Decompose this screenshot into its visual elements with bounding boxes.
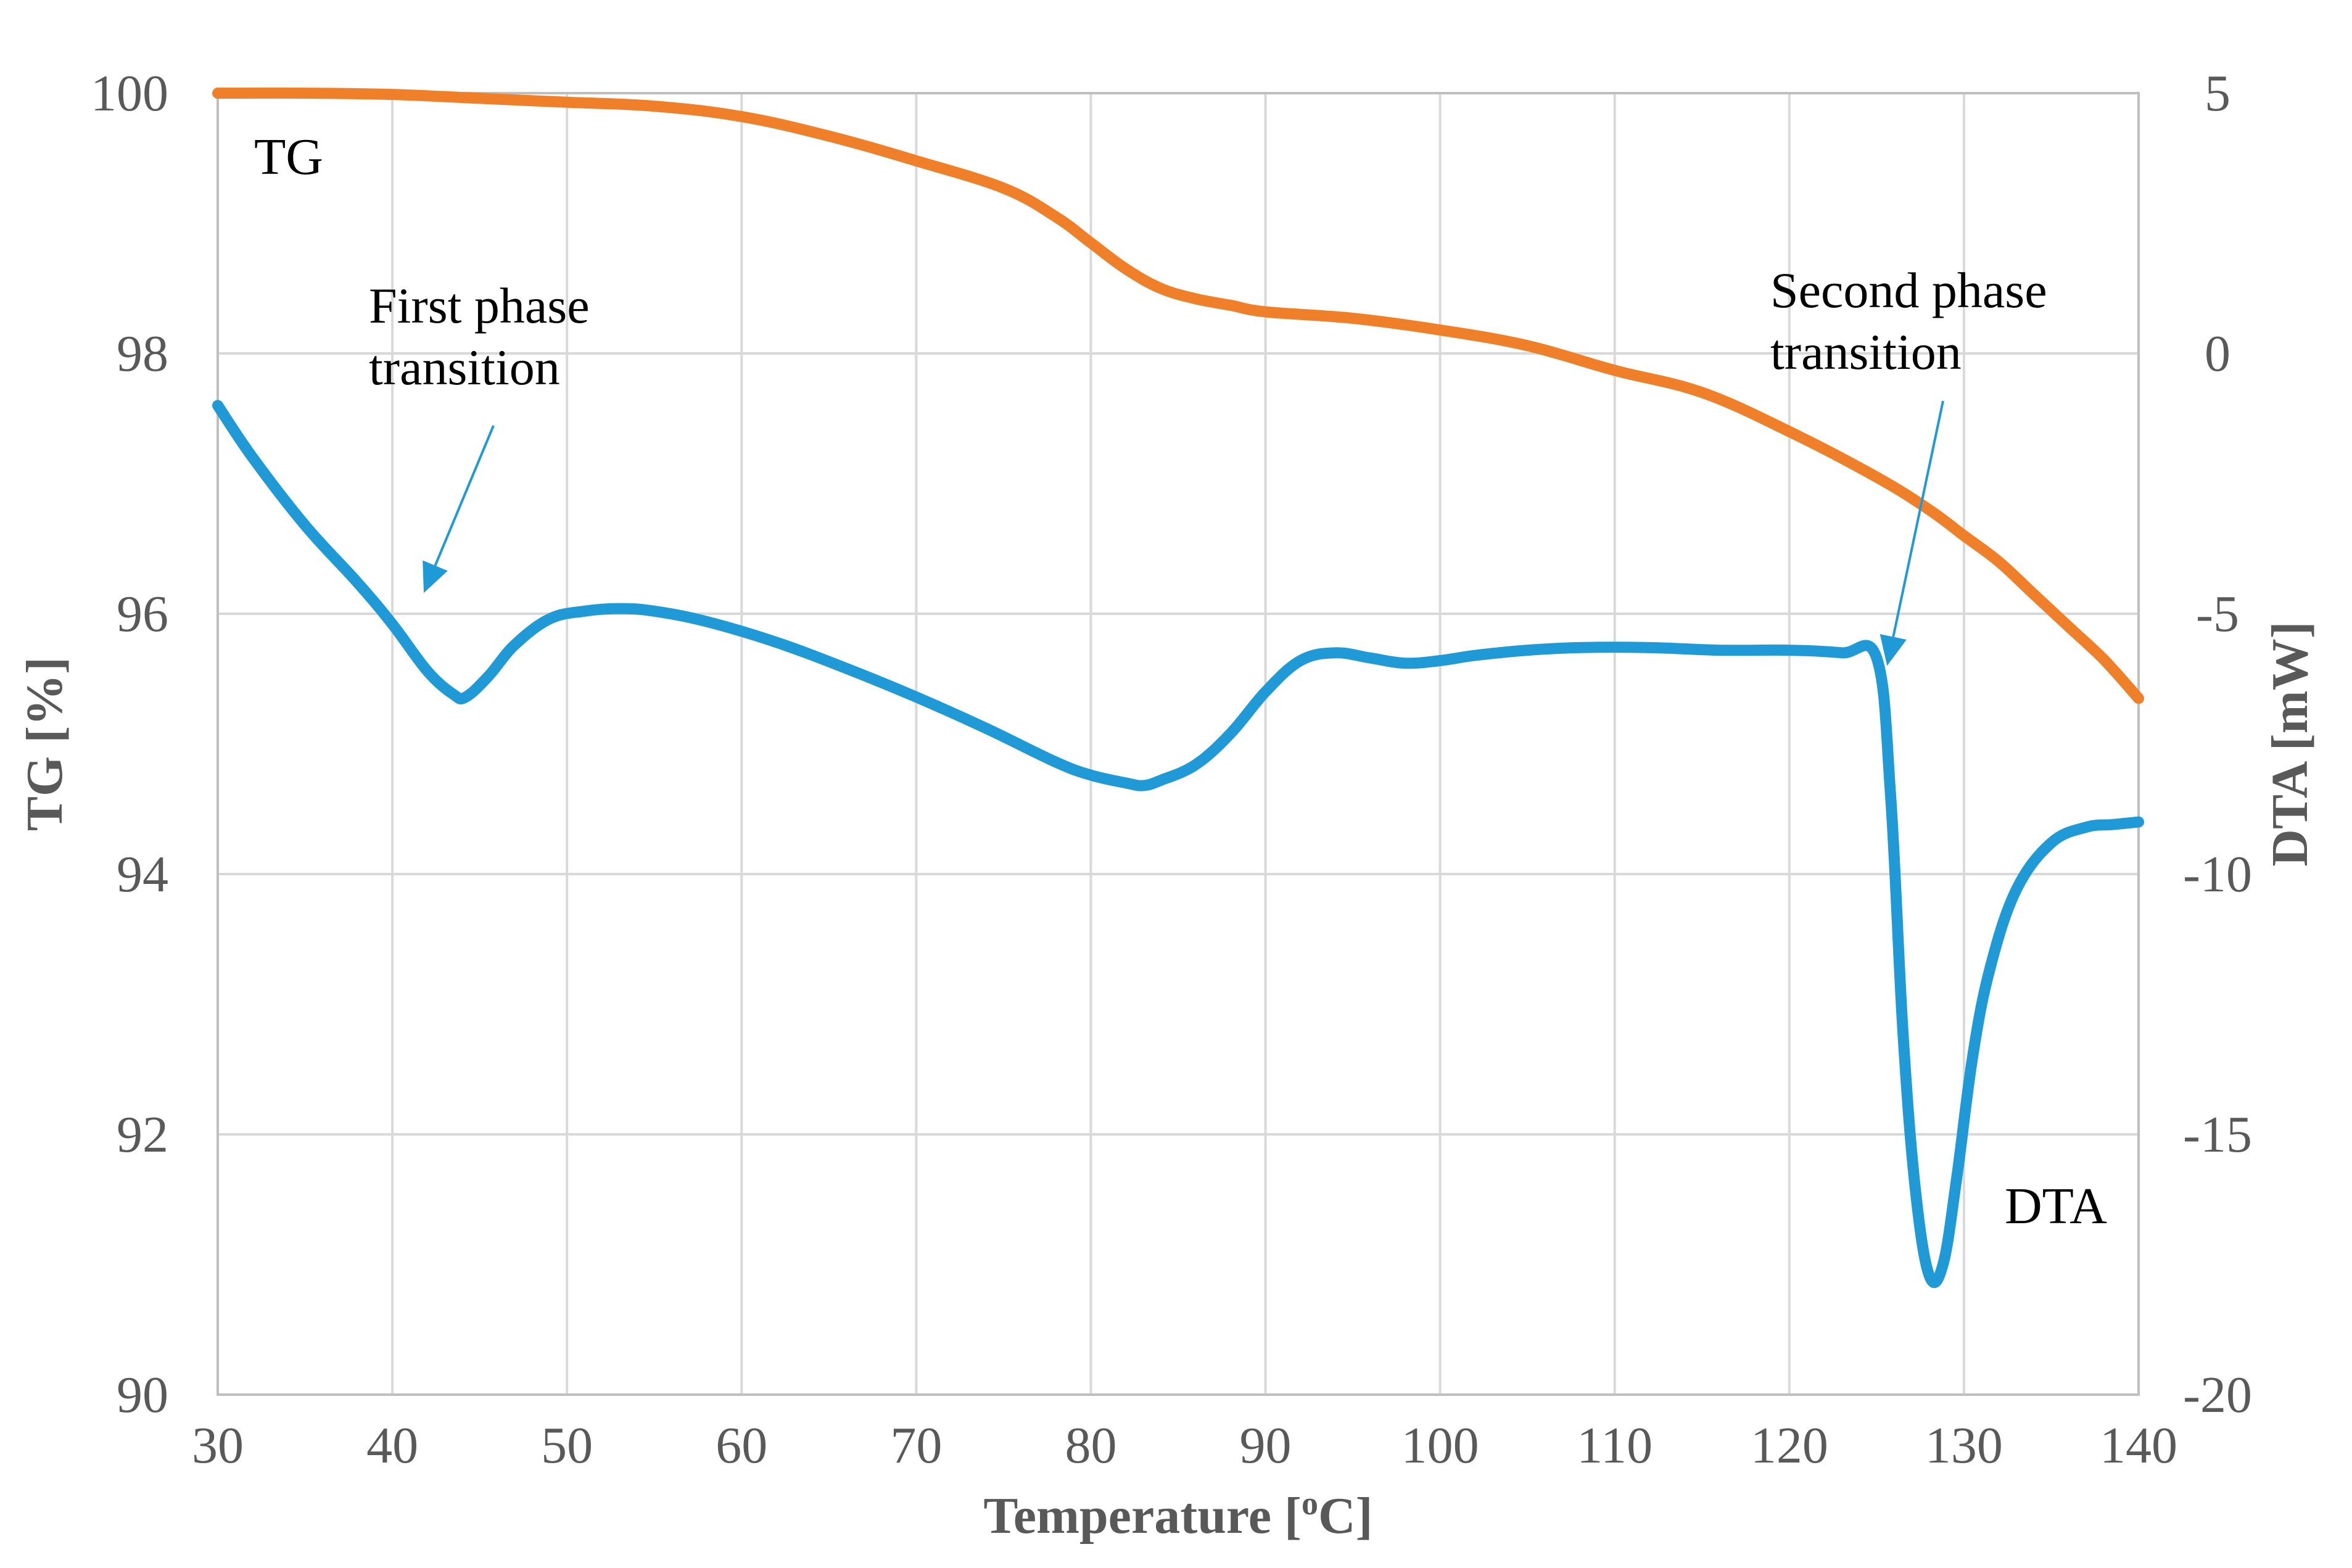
y-left-tick-label: 98 — [117, 325, 168, 382]
y-left-axis-title: TG [%] — [16, 657, 73, 831]
y-right-tick-label: -20 — [2183, 1366, 2252, 1424]
plot-frame — [217, 92, 2140, 1396]
tick-labels: 30 40 50 60 70 80 90 100 110 120 130 14090929496981… — [91, 65, 2252, 1474]
y-left-tick-label: 90 — [117, 1366, 168, 1424]
x-tick-label: 80 — [1065, 1417, 1116, 1474]
y-left-tick-label: 94 — [117, 846, 168, 903]
x-axis-title: Temperature [oC] — [983, 1485, 1372, 1545]
x-tick-label: 120 — [1751, 1417, 1828, 1474]
x-tick-label: 60 — [716, 1417, 767, 1474]
tg-series-line — [212, 87, 2144, 704]
tg-series-label: TG — [254, 128, 323, 186]
y-right-tick-label: -5 — [2196, 585, 2239, 643]
annotation-arrow-head — [1880, 633, 1907, 666]
x-tick-label: 110 — [1577, 1417, 1653, 1474]
x-tick-label: 50 — [541, 1417, 593, 1474]
y-left-tick-label: 100 — [91, 65, 168, 122]
x-tick-label: 30 — [192, 1417, 244, 1474]
x-tick-label: 90 — [1240, 1417, 1292, 1474]
x-tick-label: 70 — [890, 1417, 942, 1474]
series-layer — [212, 87, 2144, 1289]
y-left-tick-label: 92 — [117, 1106, 168, 1163]
first-phase-annotation-line1: First phase — [369, 278, 590, 334]
y-left-tick-label: 96 — [117, 585, 168, 643]
y-right-tick-label: -15 — [2183, 1106, 2252, 1163]
x-axis-title-sup: o — [1302, 1485, 1318, 1522]
second-phase-annotation-line1: Second phase — [1770, 262, 2047, 318]
second-phase-annotation-line2: transition — [1770, 324, 1962, 380]
annotation-arrow-head — [423, 560, 448, 593]
dta-series-line — [212, 400, 2144, 1289]
y-right-tick-label: 0 — [2205, 325, 2230, 382]
annotation-arrow-shaft — [434, 425, 495, 566]
y-right-tick-label: -10 — [2183, 846, 2252, 903]
x-tick-label: 140 — [2100, 1417, 2177, 1474]
x-tick-label: 130 — [1925, 1417, 2003, 1474]
annotation-arrow-shaft — [1892, 400, 1944, 637]
first-phase-annotation-line2: transition — [369, 339, 560, 395]
annotation-arrows — [423, 400, 1944, 666]
x-tick-label: 40 — [366, 1417, 418, 1474]
y-right-tick-label: 5 — [2205, 65, 2230, 122]
y-right-axis-title: DTA [mW] — [2261, 621, 2319, 866]
x-tick-label: 100 — [1401, 1417, 1479, 1474]
dta-series-label: DTA — [2005, 1178, 2107, 1235]
